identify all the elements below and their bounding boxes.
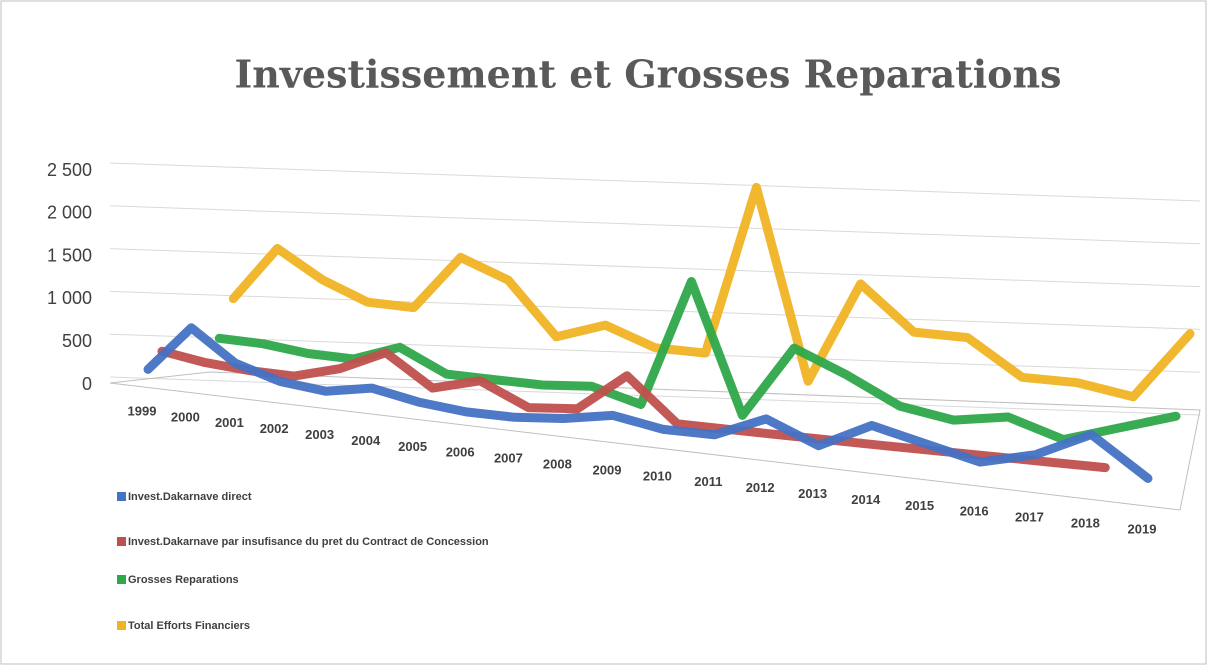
x-tick-label: 2007 [494, 451, 523, 466]
y-tick-label: 1 000 [47, 288, 92, 308]
series-line [157, 346, 1110, 473]
x-tick-label: 2002 [260, 421, 289, 436]
x-tick-label: 2015 [905, 498, 934, 513]
x-tick-label: 2000 [171, 409, 200, 424]
x-tick-label: 2005 [398, 439, 427, 454]
floor [109, 371, 1201, 511]
y-tick-label: 1 500 [47, 245, 92, 265]
legend-swatch [117, 537, 126, 546]
x-tick-label: 2018 [1071, 516, 1100, 531]
x-tick-label: 2001 [215, 415, 244, 430]
x-tick-label: 2014 [851, 492, 881, 507]
x-tick-label: 2011 [694, 474, 722, 489]
grid-line [109, 162, 1201, 202]
chart-title: Investissement et Grosses Reparations [234, 52, 1061, 97]
legend-label: Invest.Dakarnave par insufisance du pret… [128, 536, 489, 548]
y-tick-label: 0 [82, 374, 92, 394]
y-tick-label: 2 000 [47, 203, 92, 223]
x-tick-label: 2006 [446, 445, 475, 460]
legend-label: Total Efforts Financiers [128, 620, 250, 632]
y-tick-label: 2 500 [47, 160, 92, 180]
x-tick-label: 2010 [643, 468, 672, 483]
y-tick-label: 500 [62, 331, 92, 351]
x-tick-label: 2016 [960, 504, 989, 519]
x-tick-label: 2008 [543, 457, 572, 472]
x-tick-label: 2019 [1128, 521, 1157, 536]
legend-label: Grosses Reparations [128, 574, 239, 586]
legend-swatch [117, 492, 126, 501]
legend-swatch [117, 575, 126, 584]
x-tick-label: 2013 [798, 486, 827, 501]
series-line [228, 182, 1195, 402]
grid-line [109, 333, 1201, 373]
x-tick-label: 2004 [351, 433, 381, 448]
x-tick-label: 2009 [593, 462, 622, 477]
grid-line [109, 205, 1201, 245]
x-tick-label: 2012 [746, 480, 775, 495]
x-tick-label: 2017 [1015, 510, 1044, 525]
legend-swatch [117, 621, 126, 630]
grid-line [109, 290, 1201, 330]
x-tick-label: 2003 [305, 427, 334, 442]
legend-label: Invest.Dakarnave direct [128, 491, 252, 503]
x-tick-label: 1999 [128, 403, 157, 418]
series-line [143, 323, 1153, 483]
